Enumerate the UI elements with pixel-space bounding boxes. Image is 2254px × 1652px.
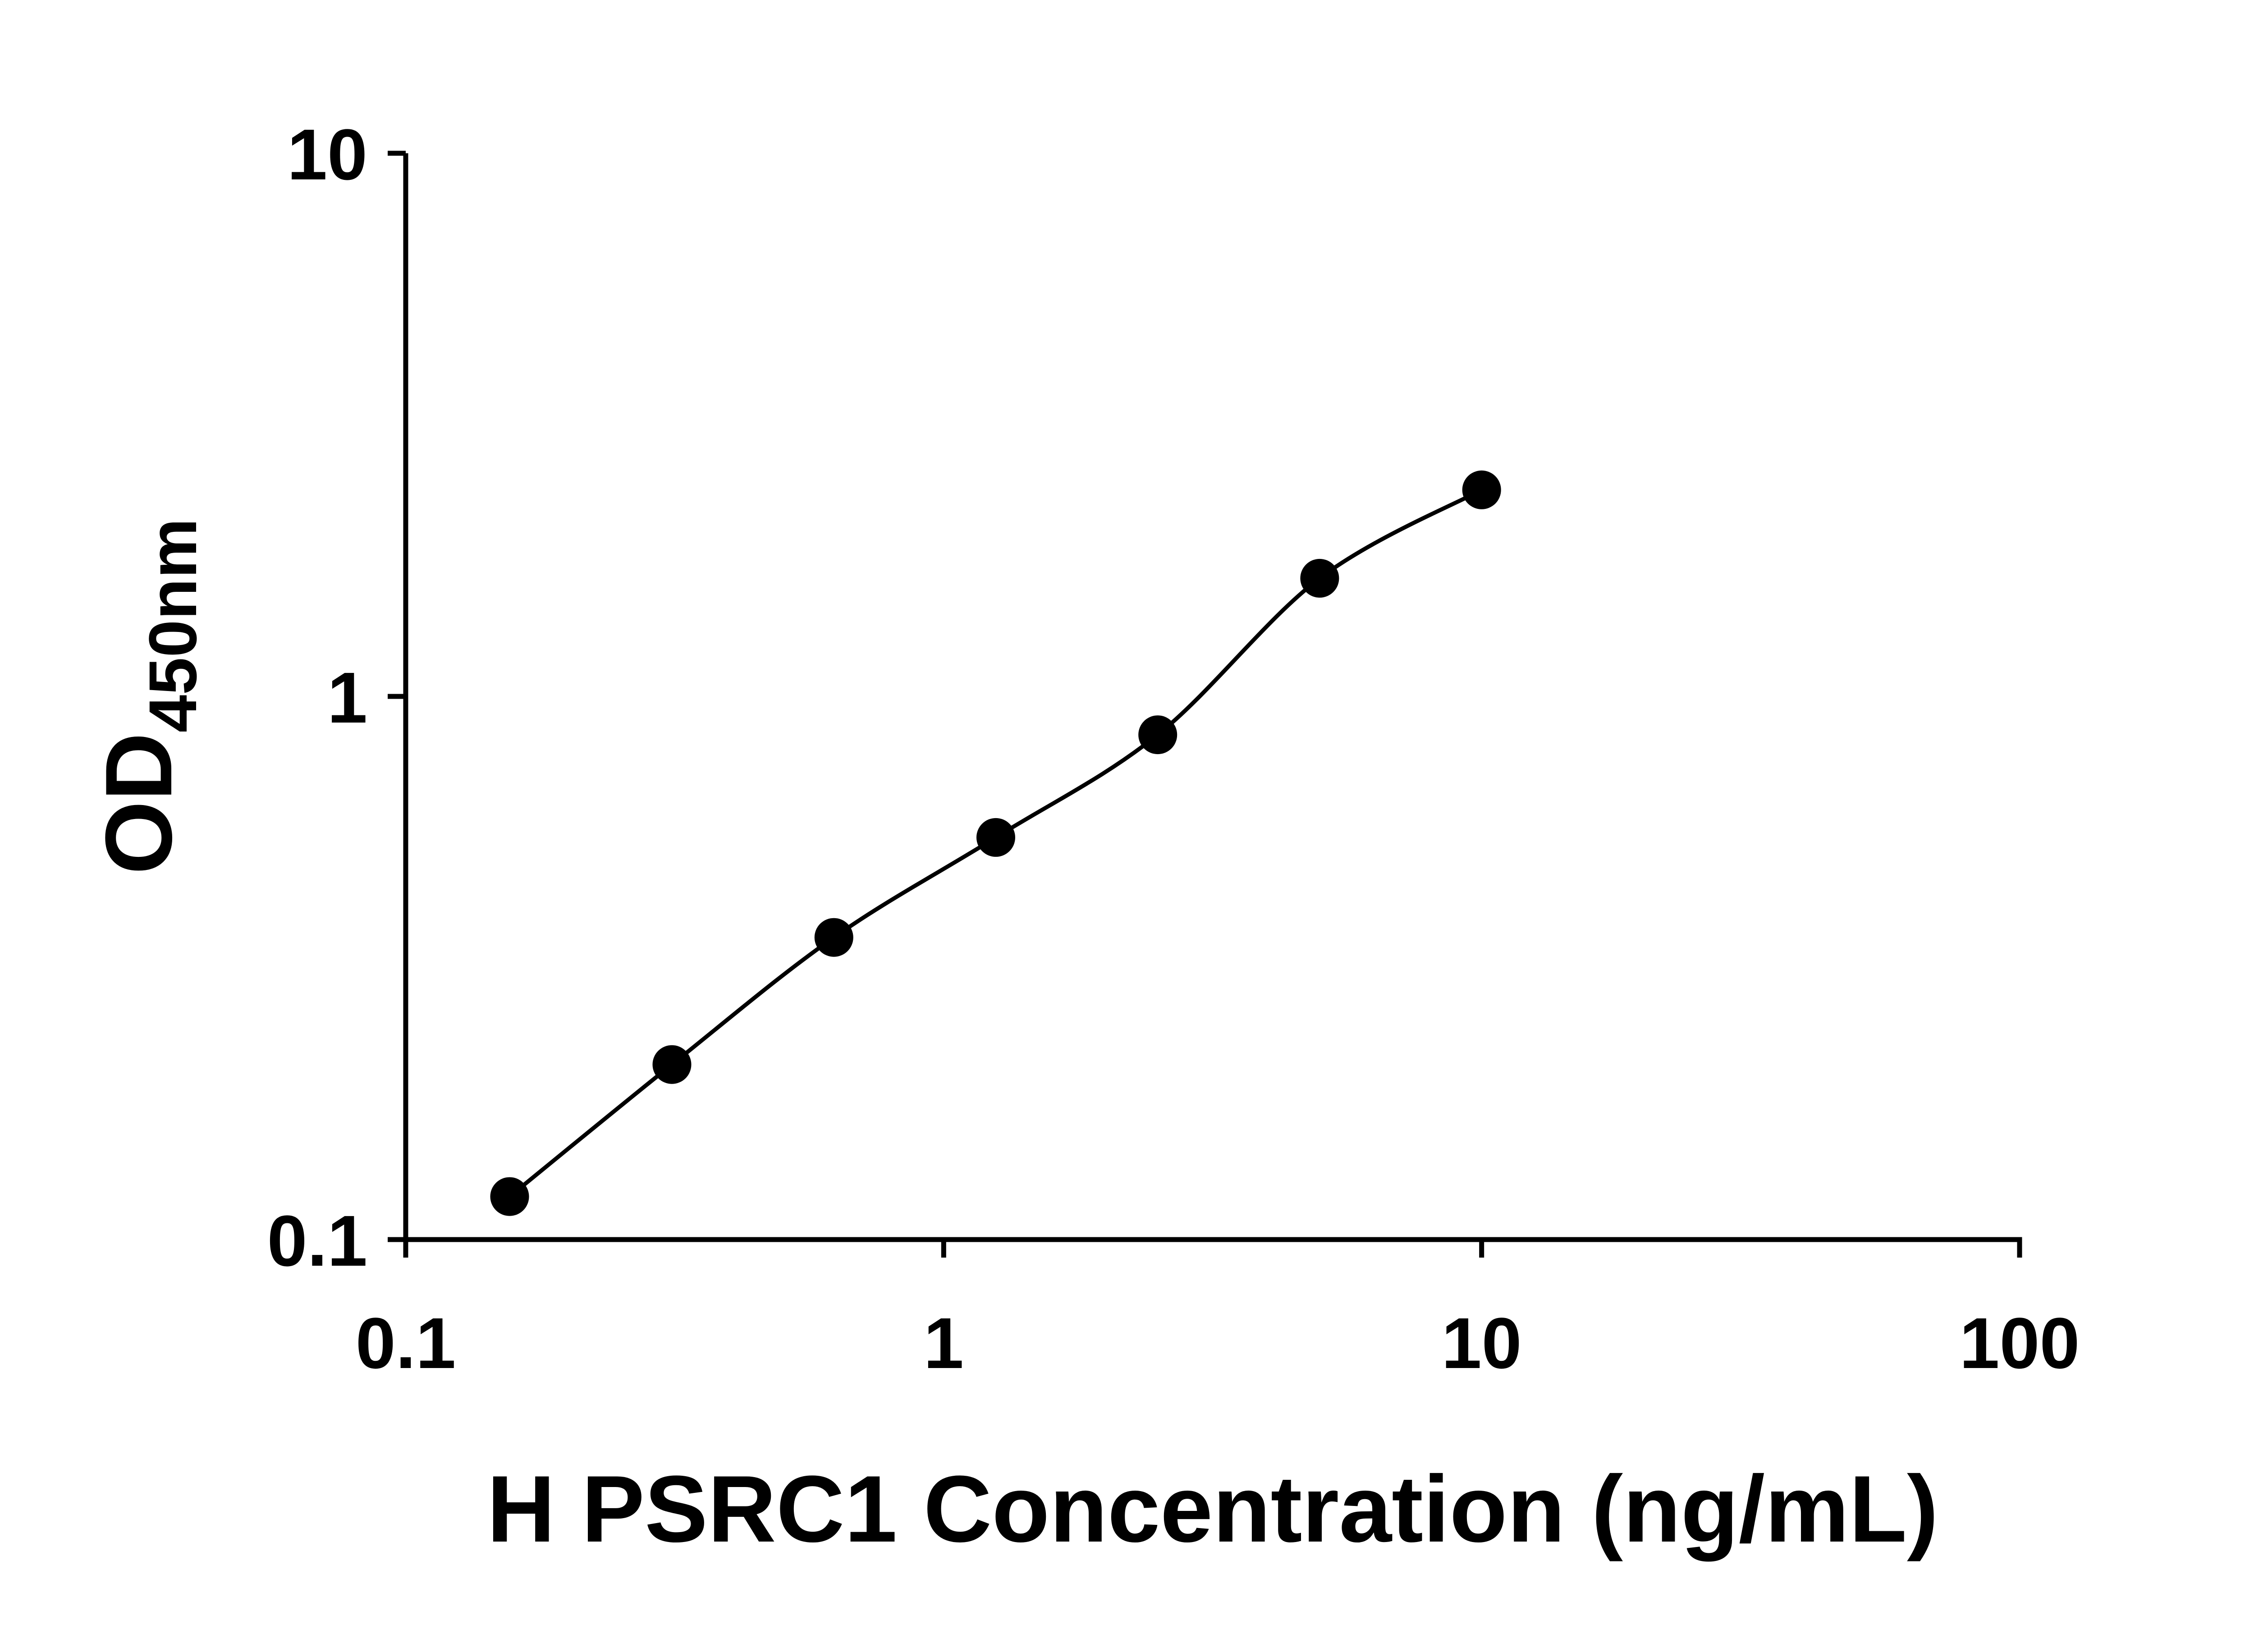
x-tick-label: 1 (924, 1303, 964, 1383)
y-axis-title: OD450nm (86, 518, 211, 874)
axes: 0.1 1 10 100 0.1 1 10 (267, 114, 2080, 1383)
y-tick-label: 1 (327, 657, 367, 738)
data-point (814, 918, 853, 957)
x-tick-label: 100 (1960, 1303, 2080, 1383)
y-axis-title-sub: 450nm (135, 518, 211, 732)
plot-series (490, 470, 1501, 1216)
y-tick-label: 0.1 (267, 1200, 367, 1281)
y-axis-title-main: OD (86, 732, 192, 874)
data-point (490, 1177, 529, 1216)
data-point (652, 1045, 692, 1084)
x-axis-title: H PSRC1 Concentration (ng/mL) (487, 1456, 1938, 1562)
x-tick-label: 0.1 (356, 1303, 456, 1383)
x-tick-label: 10 (1442, 1303, 1522, 1383)
data-point (1300, 558, 1339, 598)
data-point (976, 818, 1015, 857)
data-point (1138, 715, 1177, 755)
y-tick-label: 10 (287, 114, 367, 195)
data-point (1462, 470, 1501, 509)
